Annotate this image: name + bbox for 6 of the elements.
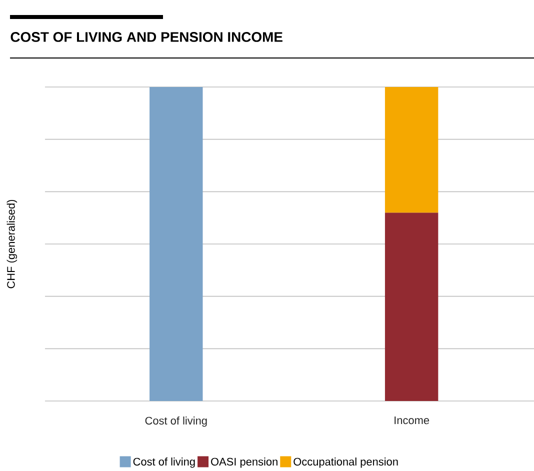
x-tick-label: Income	[394, 416, 430, 424]
chart-title: COST OF LIVING AND PENSION INCOME	[10, 32, 282, 42]
y-axis-title: CHF (generalised)	[6, 200, 18, 288]
legend-label: OASI pension	[211, 458, 278, 468]
legend-label: Cost of living	[133, 458, 195, 468]
legend-label: Occupational pension	[294, 458, 398, 468]
